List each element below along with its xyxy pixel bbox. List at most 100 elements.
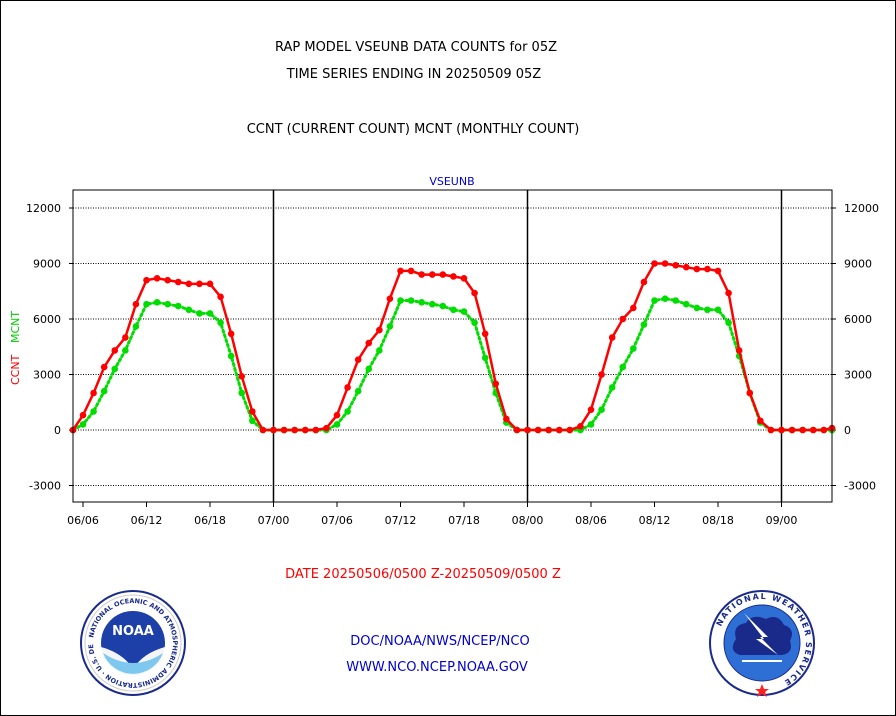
data-point-ccnt: [704, 265, 711, 273]
data-point-ccnt: [111, 347, 119, 354]
data-point-mcnt: [450, 306, 457, 314]
y-tick-label-right: 3000: [844, 369, 872, 382]
data-point-mcnt: [672, 297, 679, 304]
data-point-ccnt: [460, 275, 468, 282]
data-point-ccnt: [651, 260, 658, 267]
data-point-mcnt: [333, 421, 341, 428]
data-point-ccnt: [132, 300, 140, 308]
y-ticks-right: -3000 0 3000 6000 9000 12000: [832, 202, 879, 493]
data-point-ccnt: [386, 295, 394, 302]
data-point-ccnt: [249, 408, 256, 415]
data-point-mcnt: [640, 321, 648, 328]
y-axis-legend: CCNT MCNT: [9, 311, 22, 385]
data-point-ccnt: [100, 363, 108, 371]
data-point-mcnt: [428, 300, 436, 308]
x-tick-label: 07/00: [258, 514, 290, 527]
data-point-mcnt: [714, 306, 722, 314]
data-point-mcnt: [206, 310, 214, 317]
data-point-mcnt: [227, 352, 235, 360]
data-point-mcnt: [174, 302, 182, 310]
data-point-mcnt: [249, 417, 256, 425]
data-point-ccnt: [450, 273, 457, 280]
data-point-mcnt: [471, 319, 478, 327]
data-point-ccnt: [566, 426, 574, 434]
data-point-mcnt: [704, 306, 711, 314]
data-point-mcnt: [598, 406, 605, 413]
data-point-ccnt: [682, 263, 690, 271]
x-tick-label: 06/18: [194, 514, 226, 527]
data-point-ccnt: [534, 426, 542, 434]
data-point-ccnt: [354, 356, 362, 364]
plot-frame: [72, 189, 833, 503]
data-point-mcnt: [651, 297, 658, 304]
data-point-ccnt: [820, 426, 828, 434]
data-point-ccnt: [555, 426, 563, 434]
data-point-ccnt: [757, 417, 764, 425]
data-point-ccnt: [778, 426, 785, 434]
data-point-ccnt: [344, 384, 351, 391]
data-point-ccnt: [164, 276, 171, 284]
data-point-ccnt: [122, 334, 129, 341]
y-label-mcnt: MCNT: [9, 311, 22, 343]
data-point-ccnt: [608, 334, 616, 341]
x-tick-label: 07/18: [448, 514, 480, 527]
data-point-mcnt: [164, 300, 171, 308]
y-tick-label-right: 0: [844, 424, 851, 437]
x-tick-label: 06/12: [131, 514, 163, 527]
data-point-mcnt: [418, 299, 425, 306]
data-point-ccnt: [598, 371, 605, 378]
data-point-mcnt: [90, 408, 97, 415]
series-ccnt: [69, 260, 836, 434]
data-point-ccnt: [492, 380, 500, 388]
nws-logo: NATIONAL WEATHER SERVICE: [709, 590, 815, 697]
data-point-ccnt: [270, 426, 277, 434]
data-point-ccnt: [672, 262, 679, 269]
x-tick-label: 09/00: [766, 514, 798, 527]
y-tick-label-left: 3000: [33, 369, 61, 382]
y-tick-label-left: -3000: [29, 480, 61, 493]
data-point-ccnt: [725, 289, 732, 297]
data-point-ccnt: [767, 426, 775, 434]
data-point-mcnt: [682, 300, 690, 308]
data-point-mcnt: [196, 310, 203, 317]
data-point-mcnt: [344, 408, 351, 415]
data-point-mcnt: [587, 421, 595, 428]
data-point-ccnt: [661, 260, 669, 267]
data-point-mcnt: [619, 363, 627, 371]
website-link[interactable]: WWW.NCO.NCEP.NOAA.GOV: [346, 660, 528, 675]
date-range: DATE 20250506/0500 Z-20250509/0500 Z: [285, 567, 561, 582]
y-ticks-left: -3000 0 3000 6000 9000 12000: [26, 202, 73, 493]
data-point-mcnt: [693, 304, 701, 312]
data-point-ccnt: [280, 426, 288, 434]
data-point-mcnt: [630, 345, 637, 352]
data-point-ccnt: [185, 280, 193, 288]
data-point-mcnt: [365, 365, 373, 373]
x-tick-label: 07/12: [385, 514, 417, 527]
x-tick-label: 08/12: [639, 514, 671, 527]
data-point-ccnt: [323, 424, 330, 432]
data-point-mcnt: [111, 365, 119, 373]
data-point-ccnt: [714, 267, 722, 275]
data-point-ccnt: [407, 267, 415, 275]
data-point-ccnt: [79, 411, 87, 419]
y-tick-label-right: 6000: [844, 313, 872, 326]
data-point-ccnt: [630, 304, 637, 312]
data-point-mcnt: [79, 421, 87, 428]
data-point-mcnt: [153, 299, 161, 306]
data-point-ccnt: [217, 293, 224, 301]
data-point-mcnt: [661, 295, 669, 302]
data-point-ccnt: [206, 280, 214, 288]
data-point-ccnt: [90, 389, 97, 397]
data-point-ccnt: [428, 271, 436, 278]
data-point-ccnt: [640, 278, 648, 286]
data-point-ccnt: [418, 271, 425, 278]
subtitle: CCNT (CURRENT COUNT) MCNT (MONTHLY COUNT…: [247, 122, 580, 137]
data-point-mcnt: [122, 347, 129, 354]
data-point-ccnt: [524, 426, 531, 434]
data-point-mcnt: [725, 319, 732, 327]
y-tick-label-left: 6000: [33, 313, 61, 326]
data-point-ccnt: [365, 339, 373, 347]
data-point-ccnt: [619, 315, 627, 323]
x-ticks: 06/06 06/12 06/18 07/00 07/06 07/12 07/18 08/00…: [67, 502, 797, 527]
data-point-ccnt: [746, 389, 754, 397]
